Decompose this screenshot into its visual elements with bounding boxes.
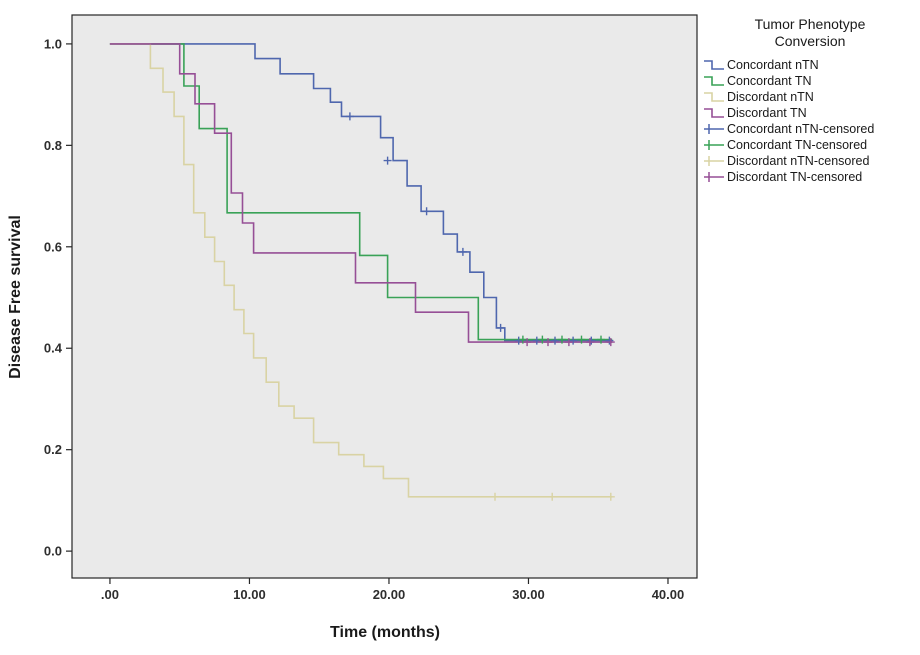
curve-concordant-tn: [109, 43, 613, 341]
y-tick-label: 0.8: [44, 138, 62, 153]
y-tick-label: 0.0: [44, 544, 62, 559]
legend-label: Discordant TN: [727, 106, 807, 120]
censored-swatch-icon: [704, 140, 724, 150]
censor-marks-concordant-ntn: [345, 112, 614, 345]
curve-discordant-ntn: [109, 43, 613, 498]
legend-label: Discordant nTN-censored: [727, 154, 870, 168]
legend-item-concordant-tn-censored: Concordant TN-censored: [703, 137, 917, 153]
x-tick-label: 10.00: [233, 587, 266, 602]
legend-label: Concordant nTN: [727, 58, 819, 72]
legend-title: Tumor Phenotype Conversion: [703, 16, 917, 50]
legend-item-discordant-tn: Discordant TN: [703, 105, 917, 121]
legend-title-line-1: Tumor Phenotype: [754, 16, 866, 32]
legend-item-discordant-ntn: Discordant nTN: [703, 89, 917, 105]
x-tick-label: 30.00: [512, 587, 545, 602]
legend-title-line-2: Conversion: [774, 33, 846, 49]
legend: Tumor Phenotype Conversion Concordant nT…: [703, 16, 917, 185]
y-axis-title: Disease Free survival: [7, 215, 24, 379]
censored-swatch-icon: [704, 156, 724, 166]
legend-item-discordant-tn-censored: Discordant TN-censored: [703, 169, 917, 185]
step-line-swatch-icon: [704, 60, 724, 70]
censor-marks-discordant-ntn: [491, 492, 615, 501]
legend-item-concordant-ntn: Concordant nTN: [703, 57, 917, 73]
x-tick-label: 40.00: [652, 587, 685, 602]
legend-entries: Concordant nTN Concordant TN Discordant nT…: [703, 57, 917, 185]
legend-label: Discordant nTN: [727, 90, 814, 104]
step-line-swatch-icon: [704, 108, 724, 118]
legend-item-concordant-ntn-censored: Concordant nTN-censored: [703, 121, 917, 137]
x-tick-label: .00: [101, 587, 119, 602]
legend-label: Concordant TN: [727, 74, 812, 88]
legend-label: Concordant nTN-censored: [727, 122, 875, 136]
plot-area: [71, 14, 698, 579]
x-tick-label: 20.00: [373, 587, 406, 602]
step-line-swatch-icon: [704, 92, 724, 102]
curve-discordant-tn: [109, 43, 613, 343]
censor-marks-discordant-tn: [523, 338, 615, 347]
step-line-swatch-icon: [704, 76, 724, 86]
y-tick-label: 0.4: [44, 341, 63, 356]
censored-swatch-icon: [704, 124, 724, 134]
censor-marks-concordant-tn: [518, 335, 605, 344]
legend-item-discordant-ntn-censored: Discordant nTN-censored: [703, 153, 917, 169]
y-tick-label: 1.0: [44, 36, 62, 51]
censored-swatch-icon: [704, 172, 724, 182]
legend-item-concordant-tn: Concordant TN: [703, 73, 917, 89]
x-axis-title: Time (months): [330, 624, 440, 641]
legend-label: Concordant TN-censored: [727, 138, 868, 152]
y-tick-label: 0.2: [44, 442, 62, 457]
legend-label: Discordant TN-censored: [727, 170, 863, 184]
y-tick-label: 0.6: [44, 239, 62, 254]
curve-concordant-ntn: [109, 43, 613, 342]
